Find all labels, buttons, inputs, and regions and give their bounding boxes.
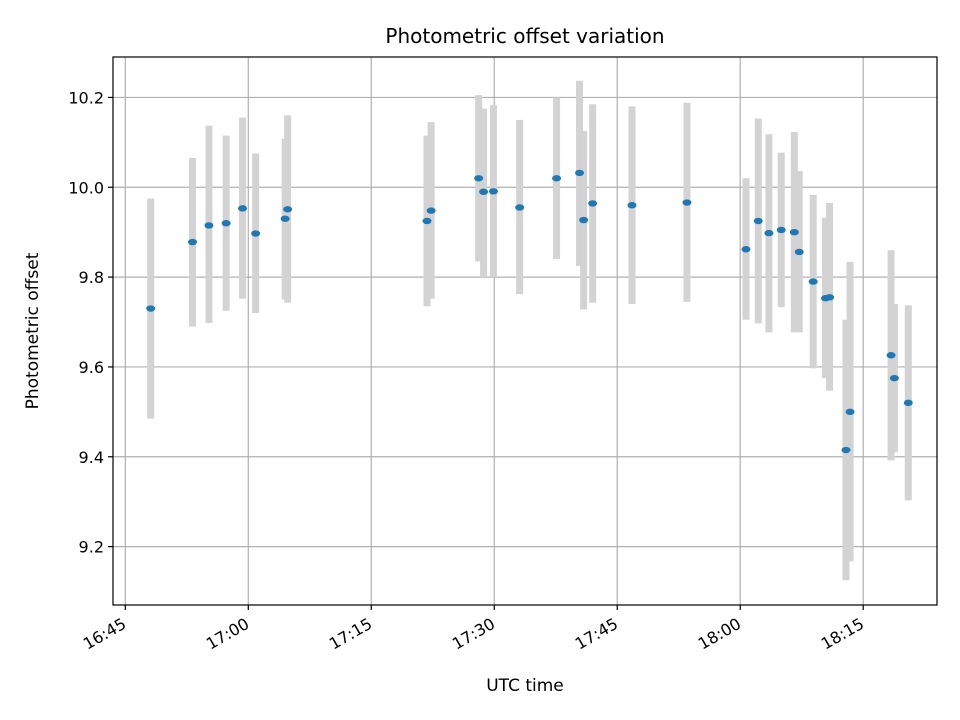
data-point	[886, 352, 896, 359]
data-point	[588, 200, 598, 207]
y-axis: 9.2 9.4 9.6 9.8 10.0 10.2	[68, 88, 113, 557]
data-point	[903, 399, 913, 407]
data-point	[825, 294, 835, 301]
data-point	[741, 246, 751, 253]
data-point	[283, 206, 293, 213]
data-point	[238, 205, 248, 212]
plot-frame	[112, 56, 938, 606]
data-point	[753, 217, 763, 225]
data-point	[794, 248, 804, 256]
data-point	[251, 230, 261, 237]
y-axis-label: Photometric offset	[23, 252, 43, 409]
data-point	[280, 215, 290, 222]
data-point	[575, 169, 585, 177]
data-point	[515, 204, 525, 211]
x-axis-label: UTC time	[486, 676, 564, 696]
data-point	[776, 226, 786, 234]
data-point	[188, 238, 198, 246]
y-tick-label: 9.6	[79, 358, 104, 377]
chart-title: Photometric offset variation	[385, 24, 664, 48]
data-point	[789, 228, 799, 236]
data-point	[221, 219, 231, 227]
data-point	[479, 188, 489, 195]
data-point	[488, 188, 498, 195]
data-points	[146, 169, 913, 454]
y-tick-label: 9.4	[79, 448, 104, 467]
data-point	[682, 199, 692, 206]
y-tick-label: 9.2	[79, 538, 104, 557]
data-point	[422, 217, 432, 225]
data-point	[889, 374, 899, 382]
data-point	[579, 216, 589, 224]
data-point	[204, 222, 214, 229]
data-point	[552, 175, 562, 182]
y-tick-label: 10.0	[68, 178, 104, 197]
data-point	[146, 305, 156, 312]
data-point	[764, 229, 774, 237]
data-point	[426, 207, 436, 214]
y-tick-label: 10.2	[68, 88, 104, 107]
data-point	[841, 446, 851, 454]
data-point	[808, 278, 818, 285]
data-point	[474, 175, 484, 182]
data-point	[845, 408, 855, 416]
data-point	[627, 202, 637, 209]
y-tick-label: 9.8	[79, 268, 104, 287]
